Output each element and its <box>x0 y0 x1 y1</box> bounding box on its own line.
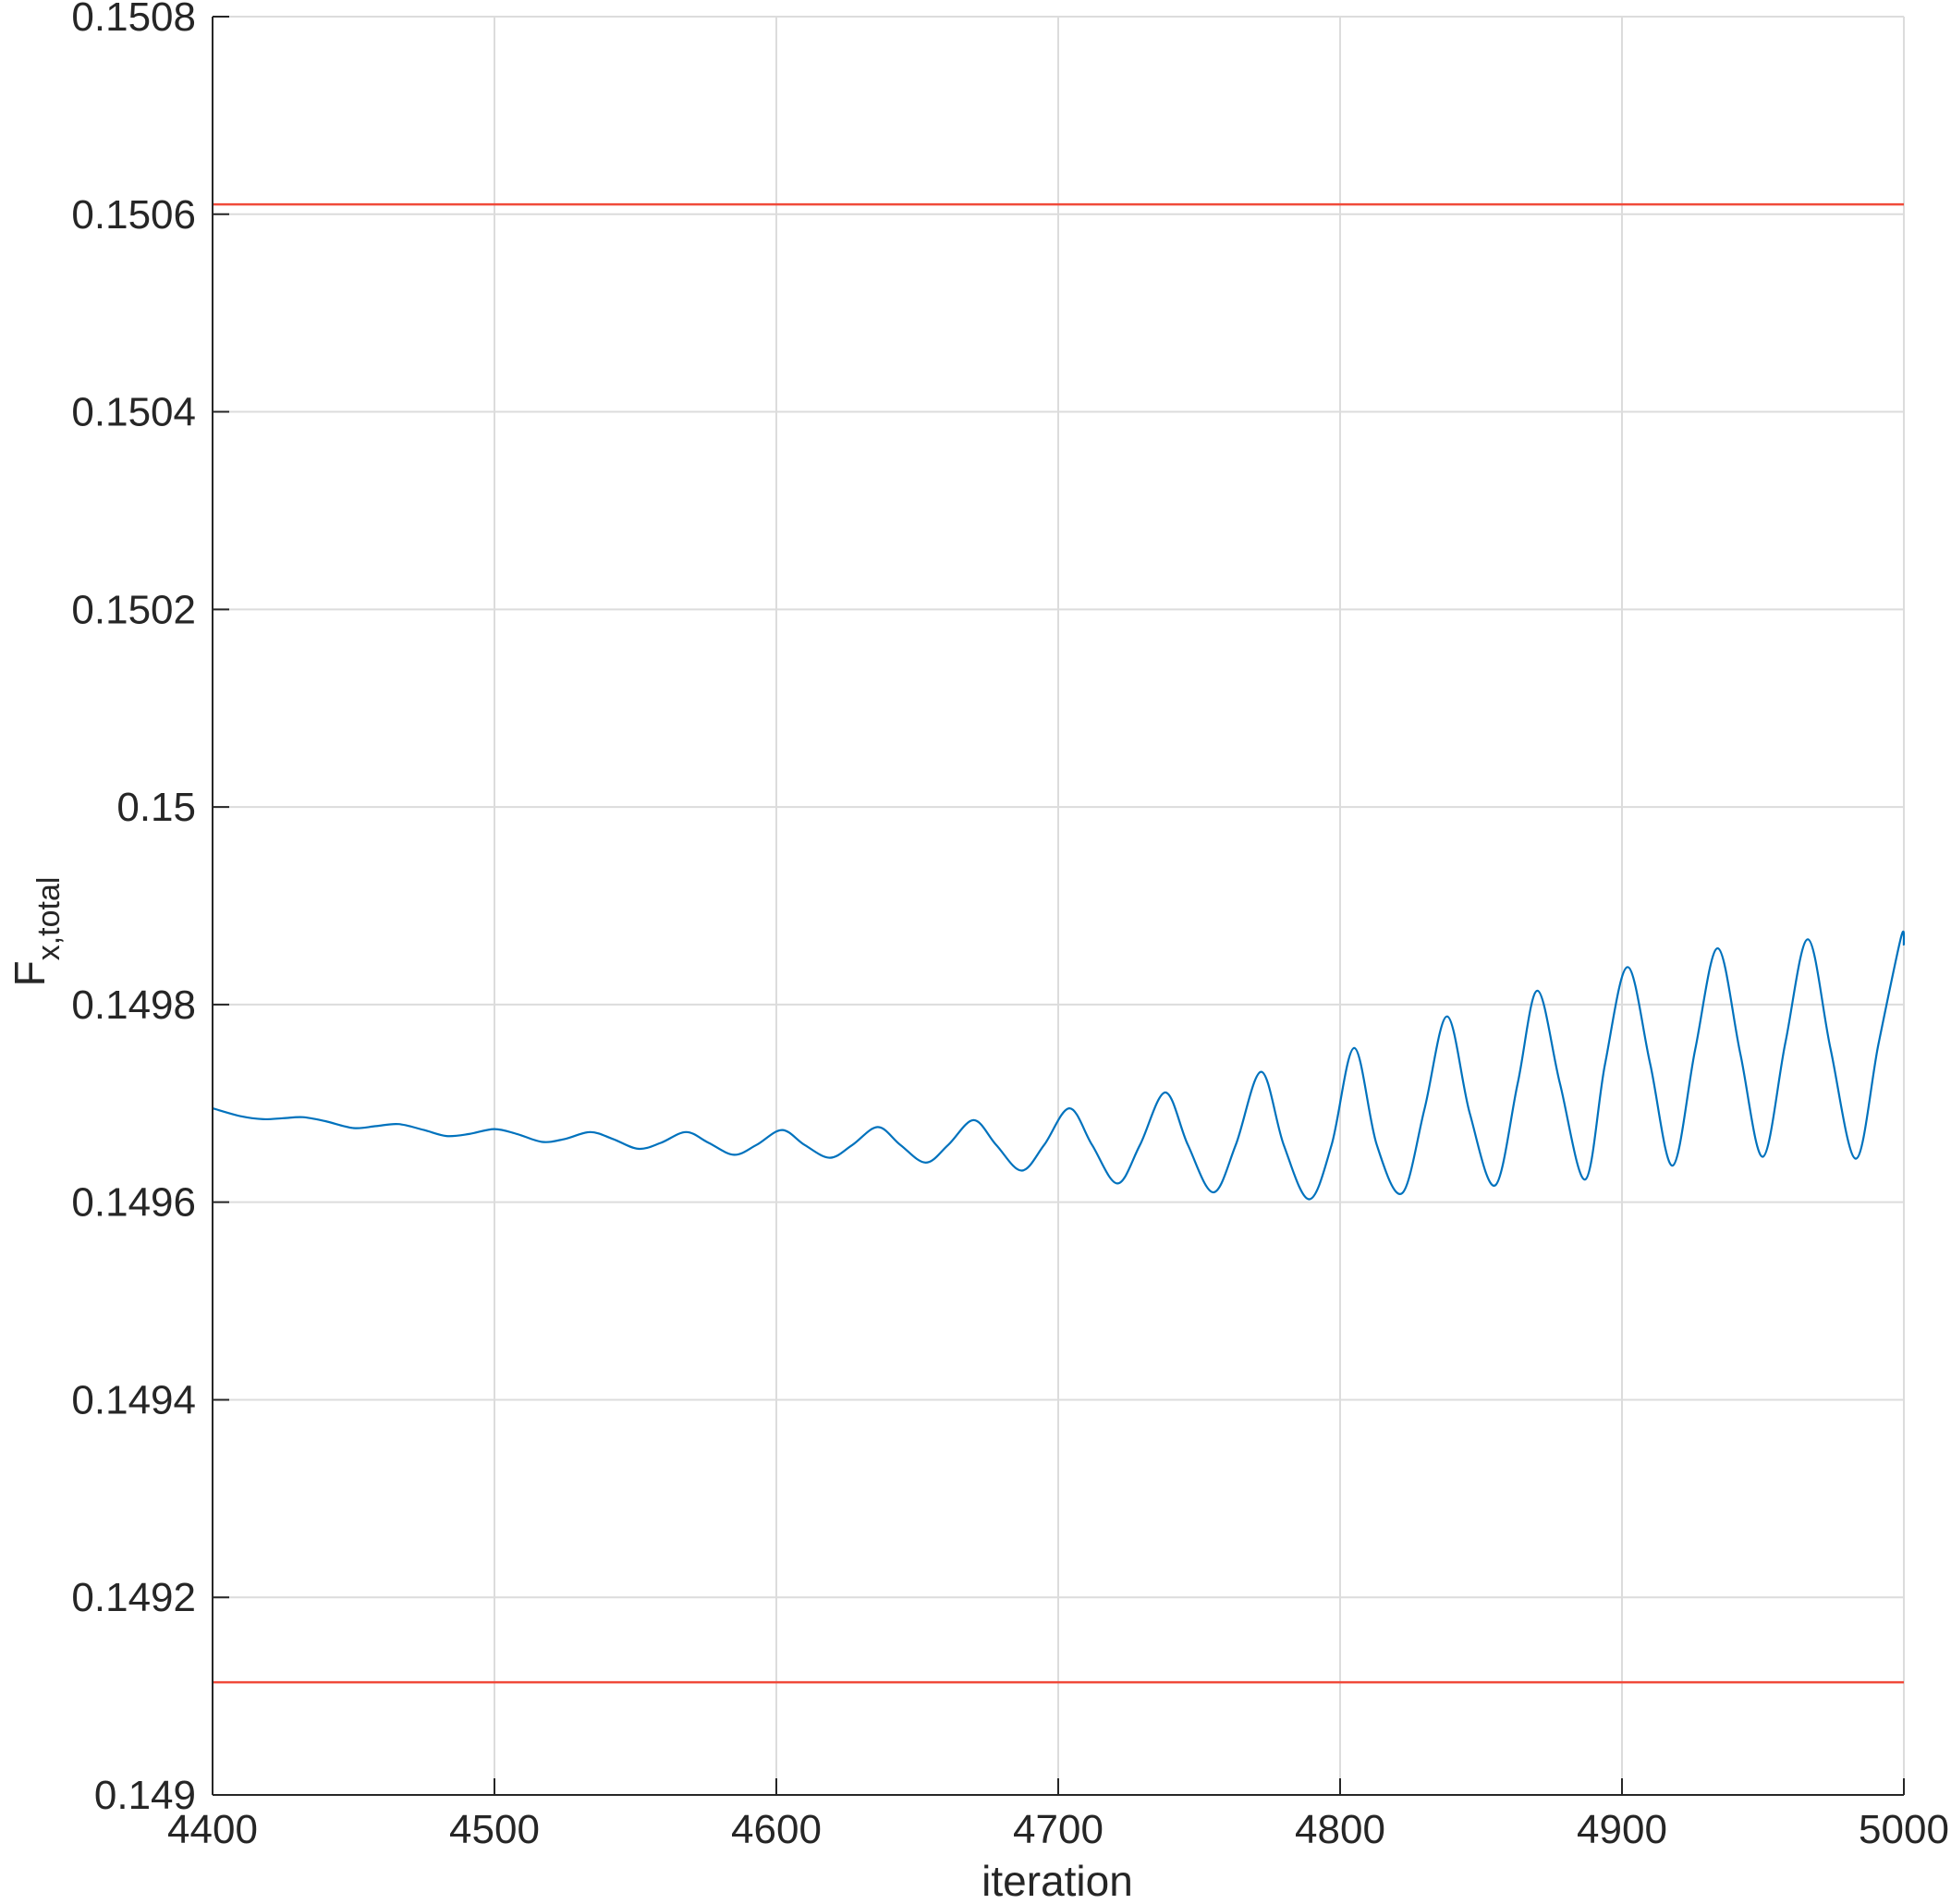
x-tick-label: 4700 <box>1013 1807 1104 1852</box>
x-tick-label: 4400 <box>167 1807 258 1852</box>
y-tick-label: 0.1506 <box>71 192 196 238</box>
y-tick-labels: 0.149 0.1492 0.1494 0.1496 0.1498 0.15 0.1502 0… <box>71 0 196 1818</box>
y-tick-label: 0.1492 <box>71 1575 196 1620</box>
y-tick-label: 0.1502 <box>71 587 196 632</box>
x-tick-label: 4800 <box>1295 1807 1385 1852</box>
y-tick-label: 0.1504 <box>71 390 196 435</box>
series-group <box>212 930 1906 1201</box>
y-axis-title: Fx,total <box>6 877 67 987</box>
series-line <box>212 930 1906 1201</box>
y-tick-label: 0.1496 <box>71 1180 196 1226</box>
x-tick-label: 5000 <box>1859 1807 1949 1852</box>
y-tick-label: 0.149 <box>94 1773 196 1818</box>
x-tick-label: 4500 <box>449 1807 540 1852</box>
axes <box>212 16 1905 1796</box>
grid <box>212 16 1905 1796</box>
reference-lines <box>213 202 1904 1684</box>
y-axis-title-main: F <box>6 960 54 986</box>
x-tick-label: 4600 <box>731 1807 822 1852</box>
x-tick-labels: 4400 4500 4600 4700 4800 4900 5000 <box>167 1807 1949 1852</box>
x-tick-label: 4900 <box>1577 1807 1667 1852</box>
y-tick-label: 0.1498 <box>71 983 196 1028</box>
y-tick-label: 0.15 <box>116 785 196 830</box>
y-axis-title-subscript: x,total <box>31 877 67 961</box>
y-tick-label: 0.1494 <box>71 1377 196 1422</box>
x-axis-title: iteration <box>982 1857 1133 1904</box>
y-tick-label: 0.1508 <box>71 0 196 40</box>
